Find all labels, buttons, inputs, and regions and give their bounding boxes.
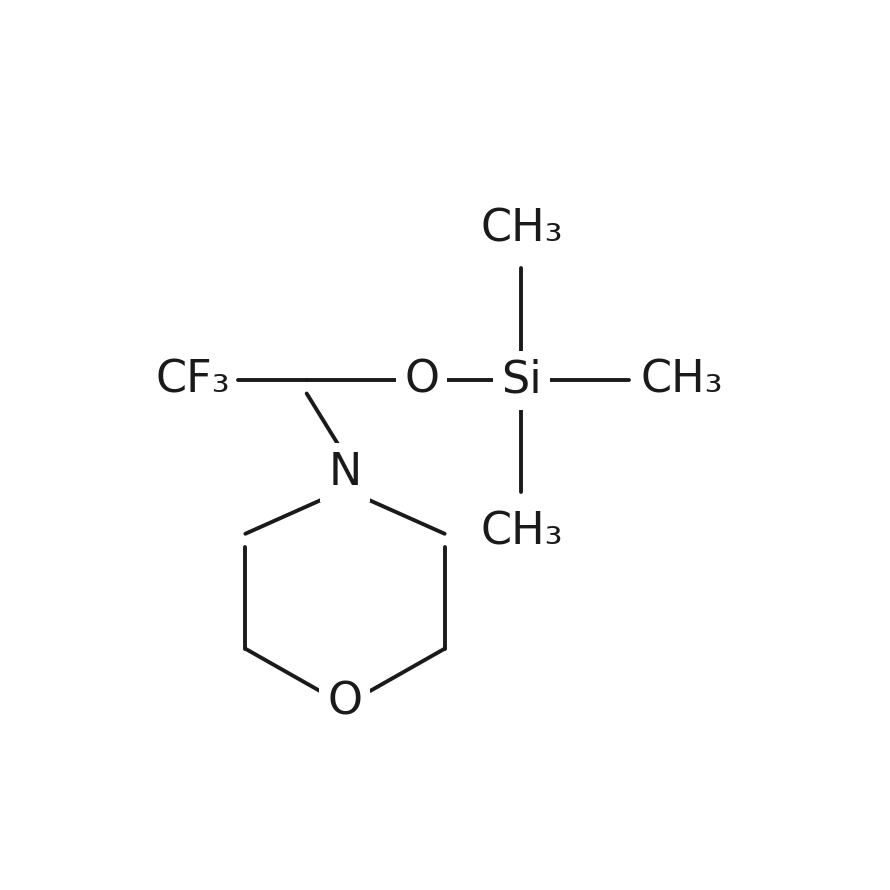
Text: CH₃: CH₃: [640, 359, 723, 402]
Text: CH₃: CH₃: [480, 511, 562, 554]
Text: CF₃: CF₃: [156, 359, 230, 402]
Text: CH₃: CH₃: [480, 207, 562, 250]
Text: O: O: [404, 359, 439, 402]
Text: N: N: [328, 451, 361, 494]
Text: O: O: [328, 681, 362, 724]
Text: Si: Si: [501, 359, 542, 402]
